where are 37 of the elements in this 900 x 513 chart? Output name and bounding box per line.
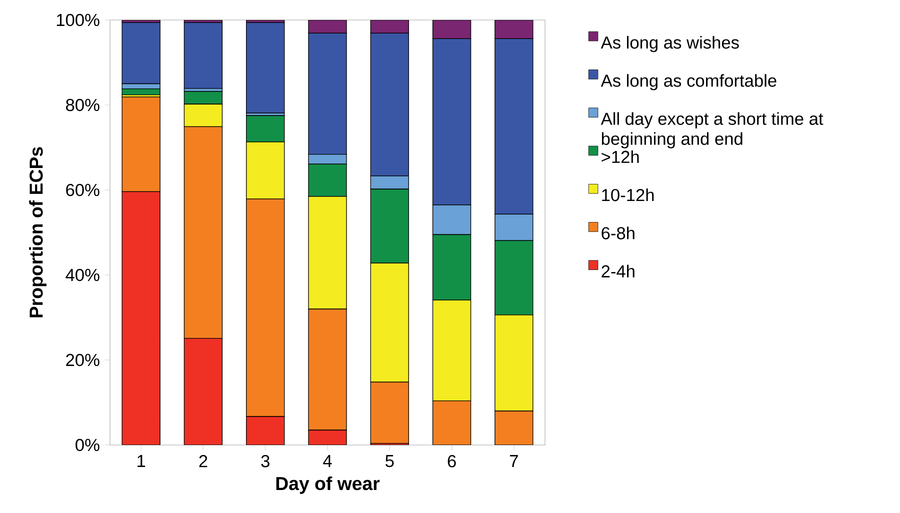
bar — [184, 126, 223, 339]
x-tick-label: 3 — [261, 455, 270, 468]
legend-label: 6-8h — [602, 226, 634, 240]
bar — [494, 410, 534, 445]
bar — [370, 382, 409, 444]
legend-label: 2-4h — [602, 264, 634, 278]
bar — [122, 96, 160, 192]
y-axis-title: Proportion of ECPs — [29, 147, 46, 318]
bar — [308, 308, 347, 430]
x-tick-label: 7 — [510, 455, 518, 467]
bar — [122, 191, 160, 445]
x-tick-label: 2 — [199, 455, 208, 468]
x-tick-label: 4 — [323, 455, 332, 467]
bar — [432, 400, 472, 445]
y-tick-label: 40% — [66, 268, 100, 282]
y-tick-label: 80% — [66, 98, 100, 112]
bar — [184, 338, 223, 445]
legend-label: As long as comfortable — [600, 74, 776, 90]
legend-label: As long as wishes — [600, 36, 739, 52]
y-tick-label: 20% — [66, 354, 100, 366]
bar — [494, 20, 534, 40]
x-tick-label: 5 — [386, 455, 394, 468]
bar — [246, 198, 285, 417]
legend-label: All day except a short time at beginning and end — [600, 112, 824, 148]
x-tick-label: 6 — [448, 455, 456, 468]
x-axis-title: Day of wear — [276, 476, 380, 494]
x-tick-label: 1 — [138, 455, 146, 467]
bar — [308, 430, 347, 445]
y-tick-label: 0% — [76, 438, 100, 452]
y-tick-label: 100% — [56, 14, 100, 26]
bar — [432, 20, 472, 40]
bar — [246, 416, 285, 445]
legend-label: >12h — [602, 150, 639, 163]
legend-label: 10-12h — [602, 188, 654, 202]
bar — [308, 20, 347, 34]
bar — [370, 20, 409, 34]
y-tick-label: 60% — [66, 184, 100, 196]
